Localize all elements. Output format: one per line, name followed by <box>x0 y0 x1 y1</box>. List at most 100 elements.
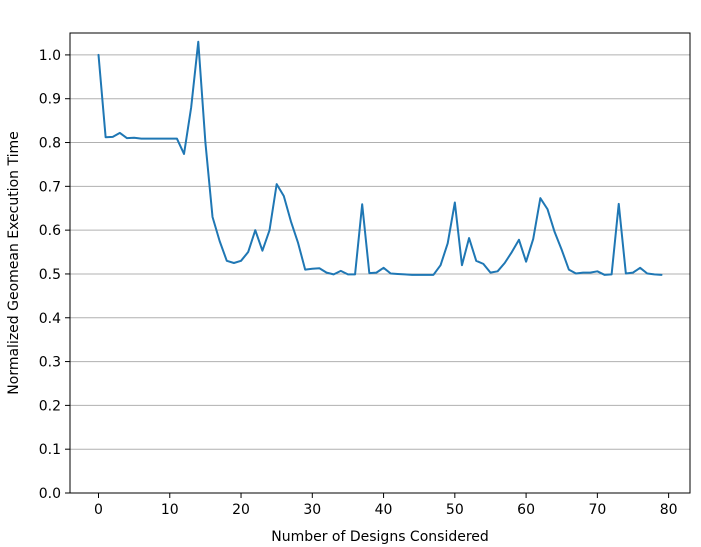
data-point <box>190 106 192 108</box>
data-point <box>532 238 534 240</box>
data-point <box>504 262 506 264</box>
data-point <box>212 216 214 218</box>
data-point <box>511 251 513 253</box>
x-tick-label: 30 <box>303 502 321 518</box>
y-tick-label: 0.0 <box>39 486 61 502</box>
data-point <box>440 264 442 266</box>
x-axis-title: Number of Designs Considered <box>271 529 489 545</box>
data-point <box>611 273 613 275</box>
data-point <box>283 195 285 197</box>
data-point <box>233 262 235 264</box>
data-point <box>475 260 477 262</box>
data-point <box>226 260 228 262</box>
data-point <box>183 153 185 155</box>
x-tick-label: 60 <box>517 502 535 518</box>
data-point <box>333 273 335 275</box>
data-point <box>105 136 107 138</box>
data-point <box>603 274 605 276</box>
data-point <box>447 242 449 244</box>
data-point <box>525 261 527 263</box>
x-tick-label: 70 <box>588 502 606 518</box>
data-point <box>162 138 164 140</box>
data-point <box>582 272 584 274</box>
data-point <box>660 274 662 276</box>
data-point <box>254 229 256 231</box>
data-point <box>639 267 641 269</box>
series-line <box>97 40 663 276</box>
data-point <box>454 202 456 204</box>
data-point <box>276 183 278 185</box>
data-point <box>133 137 135 139</box>
y-tick-label: 0.4 <box>39 311 61 327</box>
data-point <box>568 269 570 271</box>
data-point <box>155 138 157 140</box>
y-tick-label: 0.2 <box>39 398 61 414</box>
plot-frame <box>69 32 691 494</box>
data-point <box>425 274 427 276</box>
data-point <box>98 54 100 56</box>
data-point <box>404 273 406 275</box>
data-point <box>247 251 249 253</box>
data-point <box>261 250 263 252</box>
data-point <box>432 274 434 276</box>
x-tick-label: 80 <box>660 502 678 518</box>
data-point <box>375 272 377 274</box>
data-point <box>482 263 484 265</box>
data-point <box>347 273 349 275</box>
x-tick-label: 10 <box>161 502 179 518</box>
data-point <box>119 132 121 134</box>
y-tick-label: 0.1 <box>39 442 61 458</box>
y-tick-label: 0.8 <box>39 136 61 152</box>
data-point <box>497 270 499 272</box>
data-point <box>361 203 363 205</box>
data-point <box>290 220 292 222</box>
data-point <box>140 138 142 140</box>
data-point <box>340 270 342 272</box>
data-point <box>204 142 206 144</box>
data-point <box>518 239 520 241</box>
data-point <box>318 267 320 269</box>
x-tick-label: 20 <box>232 502 250 518</box>
data-point <box>169 138 171 140</box>
data-point <box>589 272 591 274</box>
y-tick-label: 0.5 <box>39 267 61 283</box>
y-axis-title: Normalized Geomean Execution Time <box>6 131 22 394</box>
data-point <box>468 237 470 239</box>
data-point <box>326 272 328 274</box>
data-point <box>176 138 178 140</box>
data-point <box>397 273 399 275</box>
data-point <box>539 197 541 199</box>
data-point <box>554 231 556 233</box>
data-point <box>126 137 128 139</box>
data-point <box>240 260 242 262</box>
data-point <box>618 203 620 205</box>
data-point <box>418 274 420 276</box>
y-tick-label: 1.0 <box>39 48 61 64</box>
data-point <box>197 41 199 43</box>
data-point <box>219 240 221 242</box>
data-point <box>311 268 313 270</box>
data-point <box>147 138 149 140</box>
data-point <box>112 136 114 138</box>
data-point <box>596 270 598 272</box>
data-point <box>646 273 648 275</box>
y-tick-label: 0.7 <box>39 179 61 195</box>
data-point <box>390 273 392 275</box>
series-layer <box>97 40 663 276</box>
data-point <box>411 274 413 276</box>
x-tick-label: 50 <box>446 502 464 518</box>
data-point <box>575 273 577 275</box>
data-point <box>561 249 563 251</box>
x-tick-label: 0 <box>94 502 103 518</box>
data-point <box>383 267 385 269</box>
data-point <box>461 264 463 266</box>
data-point <box>304 269 306 271</box>
data-point <box>489 272 491 274</box>
data-point <box>625 273 627 275</box>
data-point <box>653 273 655 275</box>
data-point <box>632 272 634 274</box>
x-tick-label: 40 <box>375 502 393 518</box>
data-point <box>368 272 370 274</box>
